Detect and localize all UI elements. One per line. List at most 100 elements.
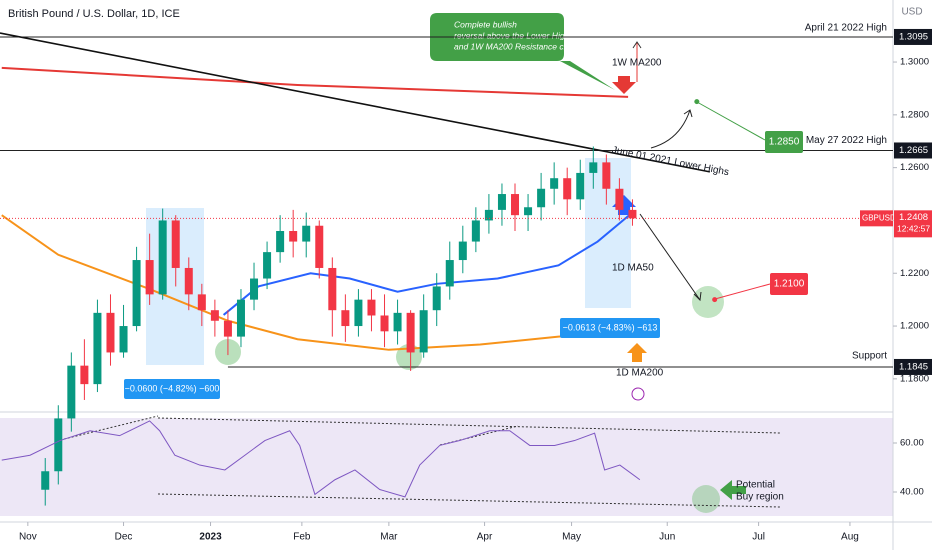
candle-body bbox=[197, 294, 206, 311]
indicator-line bbox=[1, 66, 629, 98]
callout-text: and 1W MA200 Resistance cluster bbox=[454, 41, 586, 51]
candle-body bbox=[471, 220, 480, 242]
y-tick-label: 1.2600 bbox=[900, 162, 929, 173]
level-name: April 21 2022 High bbox=[805, 23, 887, 34]
candle-body bbox=[380, 315, 389, 332]
candle-body bbox=[458, 241, 467, 261]
level-name: May 27 2022 High bbox=[806, 135, 887, 146]
target-link bbox=[714, 283, 771, 300]
x-tick-label: Jun bbox=[659, 532, 675, 543]
candle-body bbox=[289, 231, 298, 242]
y-tick-label: 1.2200 bbox=[900, 268, 929, 279]
arrowhead bbox=[632, 41, 642, 49]
arrowhead bbox=[693, 291, 702, 302]
candle-body bbox=[132, 260, 141, 327]
x-tick-label: 2023 bbox=[199, 532, 222, 543]
last-price: 1.2408 bbox=[899, 212, 928, 223]
candle-body bbox=[537, 188, 546, 208]
candle-body bbox=[302, 225, 311, 242]
callout-text: Complete bullish bbox=[454, 19, 517, 29]
candle-body bbox=[341, 310, 350, 327]
level-value: 1.3095 bbox=[899, 31, 928, 42]
candle-body bbox=[210, 310, 219, 321]
down-arrow bbox=[612, 76, 636, 94]
candle-body bbox=[158, 220, 167, 295]
left-arrow bbox=[720, 480, 746, 500]
candle-body bbox=[171, 220, 180, 268]
y-tick-label: 1.2800 bbox=[900, 109, 929, 120]
candle-body bbox=[354, 299, 363, 327]
line-label: 1D MA200 bbox=[616, 368, 664, 379]
level-name: Support bbox=[852, 351, 887, 362]
up-arrow bbox=[627, 343, 647, 362]
candle-body bbox=[393, 312, 402, 332]
candle-body bbox=[628, 209, 637, 219]
candle-body bbox=[106, 312, 115, 353]
indicator-line bbox=[222, 211, 634, 316]
indicator-line bbox=[1, 214, 642, 351]
target-point bbox=[694, 99, 700, 105]
candle-body bbox=[145, 260, 154, 295]
symbol-label: GBPUSD bbox=[862, 213, 896, 222]
candle-body bbox=[432, 286, 441, 311]
rsi-tick-label: 60.00 bbox=[900, 438, 924, 449]
candle-body bbox=[367, 299, 376, 316]
rsi-line bbox=[1, 420, 641, 498]
chart-title: British Pound / U.S. Dollar, 1D, ICE bbox=[8, 8, 180, 20]
rsi-trendline bbox=[59, 415, 159, 441]
candle-body bbox=[54, 418, 63, 472]
support-circle bbox=[396, 344, 422, 370]
candle-body bbox=[315, 225, 324, 268]
target-label: 1.2100 bbox=[774, 279, 805, 290]
candle-body bbox=[524, 207, 533, 216]
candle-body bbox=[602, 162, 611, 189]
level-badge bbox=[894, 28, 932, 45]
candle-body bbox=[615, 188, 624, 210]
arrowhead bbox=[683, 109, 693, 118]
measure-box bbox=[124, 379, 220, 399]
symbol-badge bbox=[860, 210, 893, 227]
buy-circle bbox=[692, 485, 720, 513]
x-tick-label: Dec bbox=[115, 532, 133, 543]
measure-label: −0.0613 (−4.83%) −613 bbox=[563, 322, 658, 332]
candle-body bbox=[550, 178, 559, 189]
candle-body bbox=[563, 178, 572, 200]
candle-body bbox=[119, 326, 128, 353]
target-point bbox=[712, 297, 718, 303]
level-badge bbox=[894, 358, 932, 375]
candle-body bbox=[589, 162, 598, 173]
candle-body bbox=[511, 194, 520, 216]
projection bbox=[639, 213, 701, 301]
candle-body bbox=[419, 310, 428, 353]
target-circle bbox=[692, 286, 724, 318]
candle-body bbox=[236, 299, 245, 337]
measure-label: −0.0600 (−4.82%) −600 bbox=[125, 383, 220, 393]
target-box bbox=[770, 273, 808, 295]
x-tick-label: May bbox=[562, 532, 581, 543]
callout-text: reversal above the Lower Highs bbox=[454, 30, 574, 40]
level-value: 1.1845 bbox=[899, 361, 928, 372]
x-tick-label: Mar bbox=[380, 532, 398, 543]
candle-body bbox=[484, 209, 493, 221]
candle-body bbox=[276, 231, 285, 253]
measure-box bbox=[560, 318, 660, 338]
event-icon bbox=[631, 387, 645, 401]
level-badge bbox=[894, 142, 932, 159]
callout bbox=[430, 13, 615, 90]
candle-body bbox=[223, 320, 232, 337]
x-tick-label: Nov bbox=[19, 532, 37, 543]
x-tick-label: Feb bbox=[293, 532, 311, 543]
candle-body bbox=[497, 194, 506, 210]
indicator-line bbox=[0, 32, 711, 173]
candle-body bbox=[41, 471, 50, 490]
line-label: 1W MA200 bbox=[612, 58, 662, 69]
target-box bbox=[765, 131, 803, 153]
buy-region-text: Buy region bbox=[736, 492, 784, 503]
candle-body bbox=[80, 365, 89, 385]
candle-body bbox=[328, 267, 337, 311]
y-tick-label: 1.1800 bbox=[900, 373, 929, 384]
candle-body bbox=[263, 252, 272, 279]
x-tick-label: Aug bbox=[841, 532, 859, 543]
target-label: 1.2850 bbox=[769, 137, 800, 148]
